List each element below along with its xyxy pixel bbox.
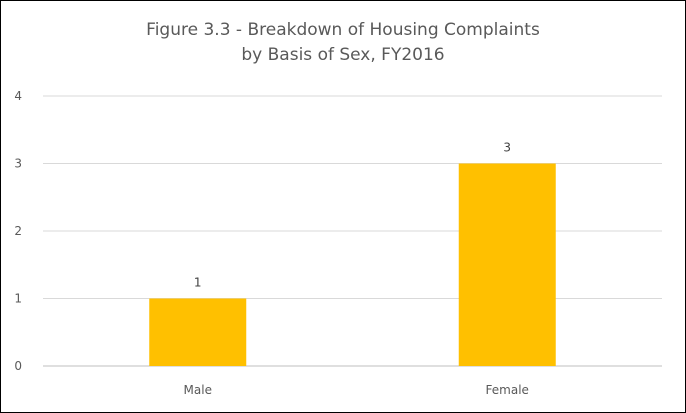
y-tick-label-4: 4: [14, 89, 22, 103]
data-label-female: 3: [503, 141, 511, 155]
bar-male: [149, 298, 247, 366]
x-tick-label-female: Female: [486, 383, 529, 397]
data-labels: 13: [194, 141, 511, 290]
bar-female: [458, 163, 556, 366]
y-tick-label-2: 2: [14, 224, 22, 238]
y-tick-label-3: 3: [14, 157, 22, 171]
chart-title: Figure 3.3 - Breakdown of Housing Compla…: [0, 18, 686, 68]
gridlines: [43, 95, 662, 367]
data-label-male: 1: [194, 276, 202, 290]
y-axis-ticks: 0 1 2 3 4: [14, 89, 22, 373]
bars: [149, 163, 556, 366]
y-tick-label-0: 0: [14, 359, 22, 373]
x-axis-ticks: Male Female: [184, 383, 529, 397]
chart-title-line-1: Figure 3.3 - Breakdown of Housing Compla…: [146, 20, 540, 40]
x-tick-label-male: Male: [184, 383, 212, 397]
chart-title-line-2: by Basis of Sex, FY2016: [241, 45, 445, 65]
y-tick-label-1: 1: [14, 292, 22, 306]
